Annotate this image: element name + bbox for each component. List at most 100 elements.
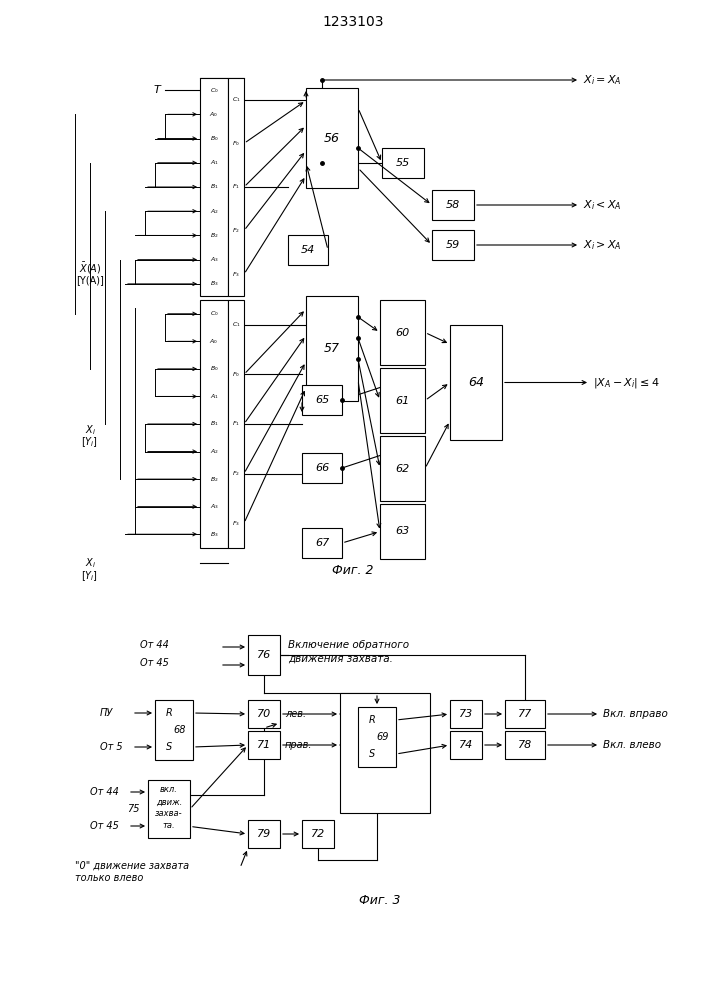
Bar — [306, 88, 358, 188]
Bar — [505, 700, 545, 728]
Text: $A_2$: $A_2$ — [209, 447, 218, 456]
Text: 63: 63 — [395, 526, 409, 536]
Text: 67: 67 — [315, 538, 329, 548]
Text: только влево: только влево — [75, 873, 144, 883]
Text: $F_2$: $F_2$ — [232, 469, 240, 478]
Text: $X_i$: $X_i$ — [85, 423, 95, 437]
Bar — [148, 780, 190, 838]
Text: та.: та. — [163, 822, 175, 830]
Text: $C_1$: $C_1$ — [232, 95, 240, 104]
Bar — [450, 731, 482, 759]
Text: движения захвата.: движения захвата. — [288, 654, 393, 664]
Text: $A_1$: $A_1$ — [209, 392, 218, 401]
Text: $A_2$: $A_2$ — [209, 207, 218, 216]
Bar — [380, 300, 425, 365]
Text: $F_0$: $F_0$ — [232, 370, 240, 379]
Bar — [200, 78, 228, 296]
Text: $A_1$: $A_1$ — [209, 158, 218, 167]
Text: $|X_A - X_i| \leq 4$: $|X_A - X_i| \leq 4$ — [593, 375, 660, 389]
Text: Включение обратного: Включение обратного — [288, 640, 409, 650]
Text: $B_2$: $B_2$ — [210, 231, 218, 240]
Text: 76: 76 — [257, 650, 271, 660]
Bar — [380, 368, 425, 433]
Text: 79: 79 — [257, 829, 271, 839]
Bar — [340, 693, 430, 813]
Text: R: R — [368, 715, 375, 725]
Text: $X_i$: $X_i$ — [85, 556, 95, 570]
Text: 71: 71 — [257, 740, 271, 750]
Text: $B_0$: $B_0$ — [210, 364, 218, 373]
Text: S: S — [369, 749, 375, 759]
Text: От 44: От 44 — [90, 787, 119, 797]
Text: 65: 65 — [315, 395, 329, 405]
Bar — [432, 230, 474, 260]
Bar — [306, 296, 358, 401]
Text: Фиг. 3: Фиг. 3 — [359, 894, 401, 906]
Text: $A_0$: $A_0$ — [209, 337, 218, 346]
Text: R: R — [165, 708, 173, 718]
Text: $A_3$: $A_3$ — [209, 502, 218, 511]
Text: ПУ: ПУ — [100, 708, 113, 718]
Text: $F_3$: $F_3$ — [232, 270, 240, 279]
Bar — [302, 528, 342, 558]
Text: 53: 53 — [232, 419, 246, 429]
Bar — [248, 731, 280, 759]
Bar — [450, 325, 502, 440]
Text: $F_0$: $F_0$ — [232, 139, 240, 148]
Text: 57: 57 — [324, 342, 340, 355]
Text: 64: 64 — [468, 376, 484, 389]
Text: 62: 62 — [395, 464, 409, 474]
Text: От 5: От 5 — [100, 742, 122, 752]
Text: 54: 54 — [301, 245, 315, 255]
Text: 1233103: 1233103 — [322, 15, 384, 29]
Text: От 44: От 44 — [140, 640, 169, 650]
Text: $C_0$: $C_0$ — [209, 309, 218, 318]
Bar — [155, 700, 193, 760]
Text: лев.: лев. — [285, 709, 306, 719]
Text: 70: 70 — [257, 709, 271, 719]
Text: $X_i > X_A$: $X_i > X_A$ — [583, 238, 621, 252]
Text: $F_2$: $F_2$ — [232, 226, 240, 235]
Text: 69: 69 — [377, 732, 390, 742]
Text: 74: 74 — [459, 740, 473, 750]
Bar — [380, 436, 425, 501]
Bar — [228, 78, 244, 296]
Text: 61: 61 — [395, 395, 409, 406]
Bar — [200, 300, 228, 548]
Text: 78: 78 — [518, 740, 532, 750]
Text: $A_0$: $A_0$ — [209, 110, 218, 119]
Text: 68: 68 — [174, 725, 186, 735]
Bar — [248, 700, 280, 728]
Text: S: S — [166, 742, 172, 752]
Text: $B_1$: $B_1$ — [210, 183, 218, 191]
Text: $F_3$: $F_3$ — [232, 519, 240, 528]
Text: Фиг. 2: Фиг. 2 — [332, 564, 374, 576]
Text: $F_1$: $F_1$ — [232, 420, 240, 428]
Text: $C_1$: $C_1$ — [232, 320, 240, 329]
Text: прав.: прав. — [285, 740, 312, 750]
Text: $X_i < X_A$: $X_i < X_A$ — [583, 198, 621, 212]
Text: Вкл. вправо: Вкл. вправо — [603, 709, 668, 719]
Text: 66: 66 — [315, 463, 329, 473]
Text: [$Y_i$]: [$Y_i$] — [81, 569, 98, 583]
Text: [$Y_i$]: [$Y_i$] — [81, 435, 98, 449]
Bar — [248, 635, 280, 675]
Bar — [382, 148, 424, 178]
Text: 58: 58 — [446, 200, 460, 210]
Text: 52: 52 — [232, 182, 246, 192]
Text: $X_i = X_A$: $X_i = X_A$ — [583, 73, 621, 87]
Text: 55: 55 — [396, 158, 410, 168]
Bar — [248, 820, 280, 848]
Text: вкл.: вкл. — [160, 786, 178, 794]
Bar — [505, 731, 545, 759]
Text: захва-: захва- — [156, 810, 183, 818]
Text: $B_0$: $B_0$ — [210, 134, 218, 143]
Text: 72: 72 — [311, 829, 325, 839]
Bar — [288, 235, 328, 265]
Bar — [302, 820, 334, 848]
Text: "0" движение захвата: "0" движение захвата — [75, 861, 189, 871]
Bar — [302, 453, 342, 483]
Text: 77: 77 — [518, 709, 532, 719]
Text: 75: 75 — [127, 804, 140, 814]
Text: $\bar{X}(A)$: $\bar{X}(A)$ — [78, 260, 101, 276]
